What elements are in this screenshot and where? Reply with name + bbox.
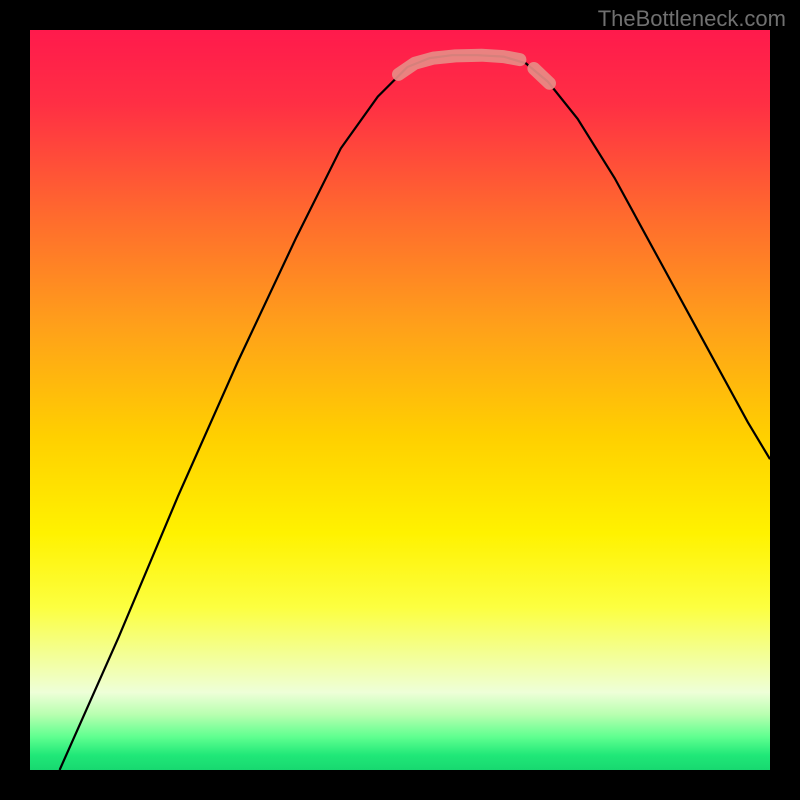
bottleneck-chart (0, 0, 800, 800)
gradient-background (30, 30, 770, 770)
watermark-text: TheBottleneck.com (598, 6, 786, 32)
